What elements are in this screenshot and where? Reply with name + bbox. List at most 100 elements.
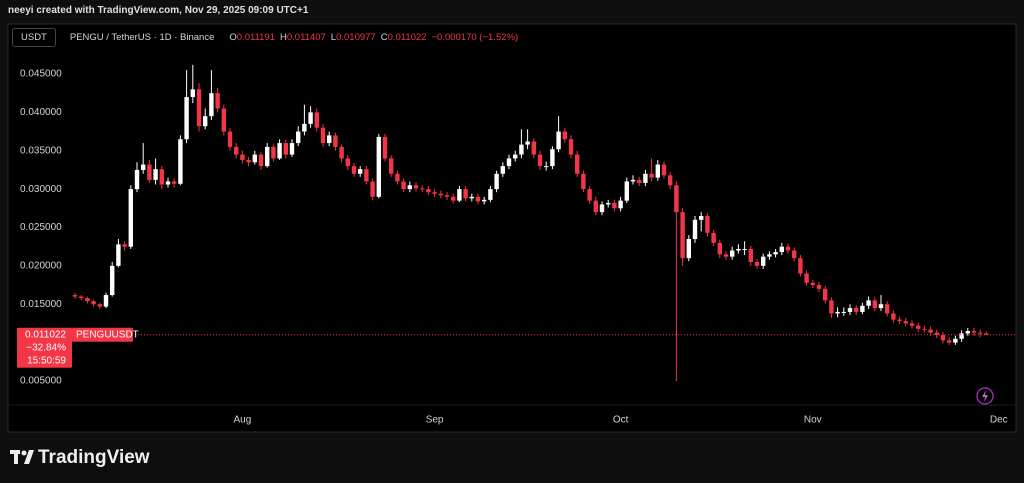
symbol-tag	[72, 327, 133, 342]
candle-body	[655, 164, 660, 178]
candle-body	[469, 196, 474, 199]
candle-body	[680, 212, 685, 259]
ohlc-label: H	[279, 32, 287, 43]
candle-body	[916, 325, 921, 329]
candle-body	[438, 193, 443, 196]
candle-body	[773, 252, 778, 255]
candle-body	[407, 185, 412, 190]
candle-body	[488, 189, 493, 200]
candle-body	[866, 300, 871, 306]
candle-body	[370, 181, 375, 197]
candle-body	[289, 143, 295, 155]
candle-body	[891, 313, 896, 320]
candle-body	[97, 304, 102, 307]
candle-body	[581, 173, 586, 190]
candle-body	[265, 146, 270, 167]
candle-body	[810, 282, 815, 286]
candle-body	[624, 181, 629, 201]
candle-body	[444, 195, 450, 197]
x-tick-label: Sep	[426, 415, 444, 426]
candle-body	[116, 244, 121, 266]
change-label: −32.84%	[26, 342, 66, 353]
candle-body	[165, 181, 171, 185]
candle-body	[72, 295, 78, 297]
alert-icon-bolt	[982, 390, 988, 402]
price-label: 0.011022	[25, 329, 66, 340]
ohlc-label: L	[330, 32, 337, 43]
y-tick-label: 0.005000	[20, 376, 62, 387]
candle-body	[736, 248, 741, 251]
candle-body	[246, 159, 251, 163]
attribution: neeyi created with TradingView.com, Nov …	[8, 5, 309, 16]
y-tick-label: 0.030000	[20, 184, 62, 195]
candle-body	[599, 204, 605, 213]
candle-body	[519, 144, 524, 155]
candle-body	[860, 305, 865, 312]
candle-body	[91, 301, 96, 305]
countdown-label: 15:50:59	[27, 355, 66, 366]
candle-body	[922, 328, 927, 330]
candle-body	[215, 93, 220, 109]
logo-icon	[10, 450, 34, 464]
alert-icon[interactable]	[976, 387, 994, 405]
candle-body	[376, 136, 381, 197]
candle-body	[227, 131, 233, 147]
candle-body	[934, 332, 939, 335]
candle-body	[661, 164, 667, 176]
candle-body	[141, 164, 146, 170]
candle-body	[767, 254, 772, 257]
candle-body	[85, 298, 90, 302]
ohlc-value: 0.011407	[286, 32, 326, 43]
candle-body	[779, 246, 784, 253]
candle-body	[500, 166, 505, 174]
candle-body	[568, 139, 574, 155]
candle-body	[314, 112, 319, 128]
candle-body	[482, 199, 487, 202]
chart-pane	[7, 23, 1017, 433]
candle-body	[965, 331, 970, 334]
currency-button[interactable]: USDT	[12, 28, 56, 47]
candle-body	[606, 202, 611, 205]
candle-body	[959, 333, 964, 339]
candle-body	[878, 304, 884, 309]
candle-body	[209, 93, 214, 117]
candle-body	[382, 136, 388, 159]
candle-body	[283, 143, 288, 155]
ohlc-label: C	[380, 32, 388, 43]
candle-body	[494, 173, 499, 190]
candle-body	[413, 185, 419, 189]
ohlc-value: 0.010977	[336, 32, 376, 43]
candle-body	[463, 189, 468, 199]
candle-body	[196, 89, 202, 127]
candle-body	[234, 146, 239, 155]
candle-body	[475, 196, 481, 202]
candle-body	[575, 154, 580, 174]
candle-body	[761, 256, 766, 266]
candle-body	[172, 181, 177, 184]
candle-body	[537, 154, 543, 167]
candle-body	[358, 169, 363, 174]
candle-body	[159, 169, 164, 185]
candle-body	[432, 192, 437, 194]
candle-body	[649, 173, 654, 178]
candle-body	[327, 135, 332, 144]
candle-body	[692, 219, 698, 240]
candle-body	[928, 329, 933, 333]
candle-body	[847, 308, 853, 312]
candle-body	[804, 273, 809, 283]
candle-body	[128, 189, 133, 247]
candle-body	[897, 319, 902, 322]
candle-body	[792, 250, 797, 259]
candle-body	[612, 202, 617, 209]
candle-body	[854, 308, 859, 312]
candle-body	[240, 154, 245, 160]
candle-body	[823, 288, 828, 301]
candle-body	[525, 141, 530, 145]
candle-body	[686, 239, 691, 259]
x-tick-label: Dec	[990, 415, 1008, 426]
y-tick-label: 0.040000	[20, 107, 62, 118]
candle-body	[748, 248, 753, 263]
candle-body	[835, 311, 840, 314]
candle-body	[513, 154, 518, 159]
